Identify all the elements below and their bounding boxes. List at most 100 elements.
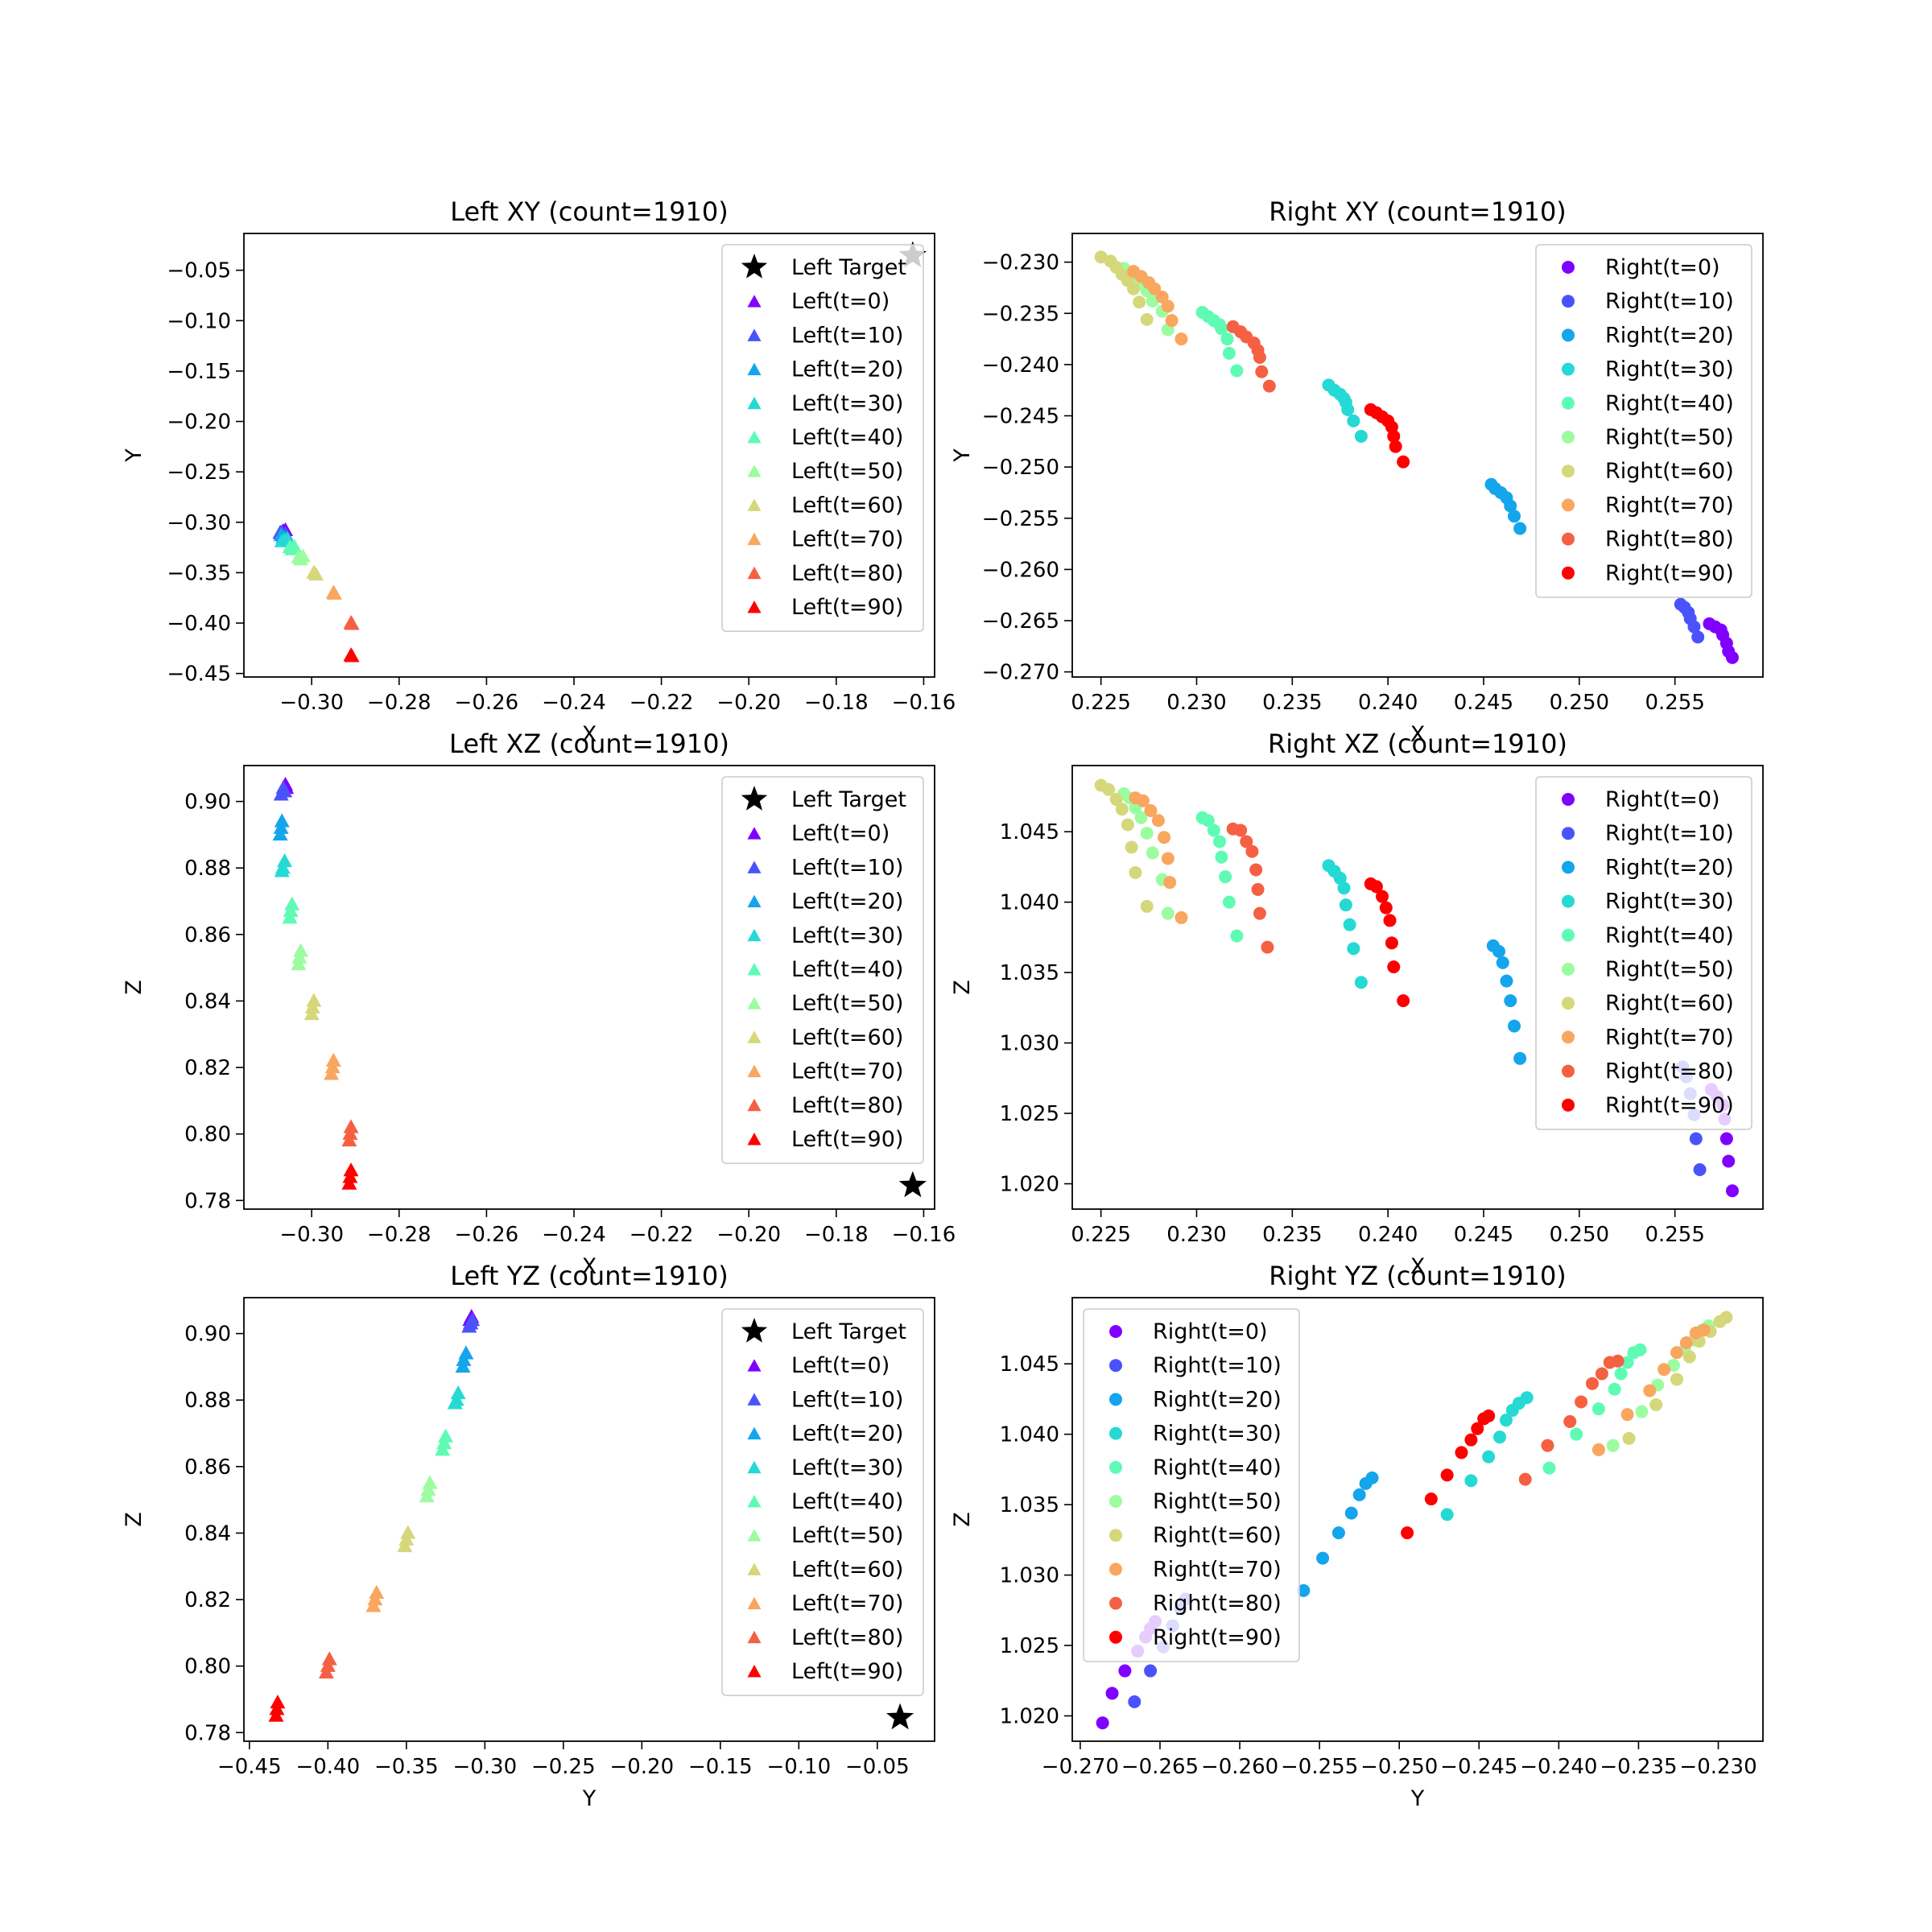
data-point xyxy=(1563,1414,1577,1428)
legend-triangle-icon xyxy=(747,566,762,580)
y-tick-label: −0.250 xyxy=(982,456,1059,480)
legend-label: Right(t=80) xyxy=(1605,527,1734,552)
legend-label: Right(t=30) xyxy=(1605,890,1734,914)
x-tick-label: −0.05 xyxy=(845,1755,910,1779)
data-point xyxy=(1297,1583,1311,1597)
legend-circle-icon xyxy=(1109,1460,1122,1474)
legend-circle-icon xyxy=(1562,963,1575,976)
data-point xyxy=(1249,863,1263,877)
data-point xyxy=(1508,510,1521,523)
legend-circle-icon xyxy=(1562,928,1575,942)
legend-star-icon xyxy=(741,1318,768,1343)
legend-label: Right(t=10) xyxy=(1153,1353,1282,1378)
data-point xyxy=(1207,824,1220,837)
data-point xyxy=(1670,1373,1683,1386)
x-tick-label: 0.235 xyxy=(1262,691,1322,715)
legend-label: Left(t=10) xyxy=(791,323,903,348)
legend-circle-icon xyxy=(1562,1098,1575,1112)
x-tick-label: 0.230 xyxy=(1166,1223,1226,1247)
legend-triangle-icon xyxy=(747,1064,762,1078)
data-point xyxy=(1504,994,1517,1008)
legend-circle-icon xyxy=(1109,1393,1122,1406)
data-point xyxy=(1622,1431,1636,1445)
legend-circle-icon xyxy=(1562,997,1575,1010)
data-point xyxy=(1541,1439,1554,1452)
legend-circle-icon xyxy=(1109,1426,1122,1440)
legend-label: Left(t=10) xyxy=(791,1387,903,1412)
subplot-title: Right YZ (count=1910) xyxy=(1269,1261,1567,1291)
data-point xyxy=(291,956,307,971)
data-point xyxy=(1397,455,1410,469)
x-tick-label: −0.22 xyxy=(630,1223,694,1247)
data-point xyxy=(1161,852,1174,865)
legend-label: Left(t=90) xyxy=(791,595,903,620)
data-point xyxy=(320,1657,336,1672)
data-point xyxy=(1354,429,1368,443)
x-tick-label: −0.26 xyxy=(455,1223,519,1247)
data-point xyxy=(343,1162,359,1177)
data-point xyxy=(1591,1443,1605,1456)
data-point xyxy=(1262,379,1276,393)
legend-label: Left(t=70) xyxy=(791,1591,903,1616)
y-tick-label: −0.245 xyxy=(982,405,1059,429)
legend-triangle-icon xyxy=(747,1665,762,1678)
data-point xyxy=(1161,299,1174,313)
legend-label: Left(t=0) xyxy=(791,1353,890,1378)
legend-label: Left Target xyxy=(791,255,906,280)
y-tick-label: 1.035 xyxy=(1000,961,1059,985)
data-point xyxy=(455,1358,471,1373)
data-point xyxy=(1464,1433,1478,1447)
data-point xyxy=(1201,814,1215,828)
data-point xyxy=(1627,1346,1641,1360)
legend-triangle-icon xyxy=(747,328,762,341)
x-axis-label: Y xyxy=(1410,1786,1425,1811)
legend-label: Left(t=20) xyxy=(791,890,903,914)
legend-label: Left(t=40) xyxy=(791,425,903,450)
y-tick-label: 1.020 xyxy=(1000,1173,1059,1197)
y-tick-label: −0.25 xyxy=(167,460,231,485)
y-tick-label: −0.235 xyxy=(982,302,1059,326)
data-point xyxy=(1455,1446,1468,1459)
axes-frame xyxy=(1071,1297,1764,1742)
x-tick-label: 0.245 xyxy=(1454,1223,1513,1247)
y-tick-label: −0.45 xyxy=(167,663,231,687)
legend-label: Left(t=40) xyxy=(791,957,903,982)
legend-circle-icon xyxy=(1109,1529,1122,1542)
data-point xyxy=(1343,918,1356,931)
data-point xyxy=(342,1125,358,1140)
data-point xyxy=(343,1119,359,1133)
y-tick-label: 1.020 xyxy=(1000,1705,1059,1729)
legend-circle-icon xyxy=(1562,1030,1575,1044)
x-tick-label: −0.28 xyxy=(367,691,431,715)
legend-circle-icon xyxy=(1562,431,1575,444)
legend-circle-icon xyxy=(1562,793,1575,806)
data-point xyxy=(1213,835,1227,848)
data-point xyxy=(1385,936,1398,950)
data-point xyxy=(1691,630,1705,644)
data-point xyxy=(1606,1439,1620,1452)
legend-label: Left(t=60) xyxy=(791,1025,903,1050)
y-tick-label: 0.82 xyxy=(184,1056,231,1080)
legend-label: Right(t=30) xyxy=(1605,357,1734,382)
legend-label: Right(t=40) xyxy=(1605,923,1734,948)
y-tick-label: 1.030 xyxy=(1000,1032,1059,1056)
data-point xyxy=(324,1059,341,1074)
legend-circle-icon xyxy=(1562,261,1575,274)
data-point xyxy=(341,1175,357,1190)
legend-label: Left(t=60) xyxy=(791,1557,903,1582)
x-tick-label: −0.265 xyxy=(1121,1755,1199,1779)
y-tick-label: 0.88 xyxy=(184,857,231,881)
data-point xyxy=(1482,1450,1496,1463)
legend-circle-icon xyxy=(1562,295,1575,308)
data-point xyxy=(1163,876,1177,890)
data-point xyxy=(268,1707,284,1722)
x-tick-label: 0.255 xyxy=(1645,1223,1704,1247)
data-point xyxy=(1240,835,1253,848)
data-point xyxy=(436,1435,452,1450)
data-point xyxy=(1401,1526,1414,1540)
data-point xyxy=(1121,818,1134,832)
legend-label: Left(t=20) xyxy=(791,357,903,382)
x-tick-label: 0.245 xyxy=(1454,691,1513,715)
data-point xyxy=(1354,976,1368,989)
legend-triangle-icon xyxy=(747,1393,762,1406)
